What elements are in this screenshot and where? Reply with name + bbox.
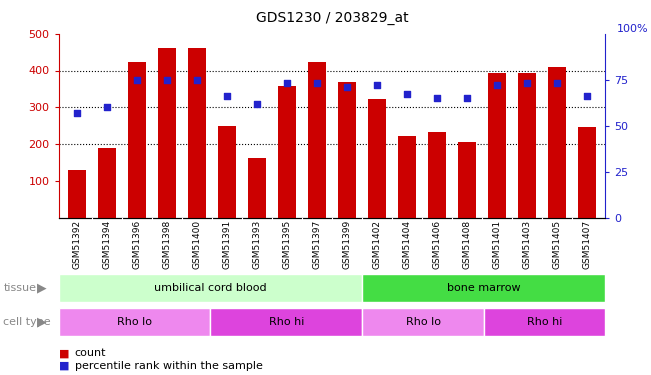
Point: [552, 80, 562, 86]
Bar: [338, 81, 356, 218]
Text: GSM51408: GSM51408: [463, 220, 472, 269]
Point: [402, 92, 412, 98]
Text: bone marrow: bone marrow: [447, 283, 521, 293]
Text: GSM51393: GSM51393: [253, 220, 262, 269]
Bar: [368, 99, 386, 218]
Text: GSM51402: GSM51402: [372, 220, 381, 269]
Point: [252, 100, 262, 106]
Point: [342, 84, 352, 90]
Text: GSM51397: GSM51397: [312, 220, 322, 269]
Point: [582, 93, 592, 99]
Text: GDS1230 / 203829_at: GDS1230 / 203829_at: [256, 11, 408, 25]
Text: ■: ■: [59, 361, 69, 370]
Point: [372, 82, 382, 88]
Text: GSM51404: GSM51404: [402, 220, 411, 269]
Text: GSM51398: GSM51398: [162, 220, 171, 269]
Point: [132, 77, 142, 83]
Text: count: count: [75, 348, 106, 358]
Bar: [187, 48, 206, 217]
Bar: [488, 73, 506, 217]
Bar: [578, 127, 596, 218]
Text: Rho lo: Rho lo: [406, 316, 441, 327]
Bar: [158, 48, 176, 217]
Text: Rho hi: Rho hi: [527, 316, 562, 327]
Text: GSM51396: GSM51396: [132, 220, 141, 269]
Bar: [363, 274, 605, 302]
Text: percentile rank within the sample: percentile rank within the sample: [75, 361, 263, 370]
Bar: [278, 86, 296, 218]
Bar: [458, 142, 477, 218]
Point: [312, 80, 322, 86]
Text: GSM51400: GSM51400: [192, 220, 201, 269]
Point: [282, 80, 292, 86]
Text: Rho lo: Rho lo: [117, 316, 152, 327]
Text: cell type: cell type: [3, 316, 51, 327]
Text: Rho hi: Rho hi: [269, 316, 304, 327]
Text: ▶: ▶: [37, 315, 47, 328]
Text: GSM51392: GSM51392: [72, 220, 81, 269]
Text: ■: ■: [59, 348, 69, 358]
Bar: [428, 132, 446, 218]
Bar: [98, 148, 116, 217]
Text: GSM51407: GSM51407: [583, 220, 592, 269]
Point: [161, 77, 172, 83]
Point: [221, 93, 232, 99]
Point: [72, 110, 82, 116]
Bar: [248, 158, 266, 218]
Text: GSM51406: GSM51406: [433, 220, 441, 269]
Bar: [363, 308, 484, 336]
Point: [432, 95, 443, 101]
Text: GSM51394: GSM51394: [102, 220, 111, 269]
Bar: [484, 308, 605, 336]
Text: 100%: 100%: [616, 24, 648, 34]
Text: umbilical cord blood: umbilical cord blood: [154, 283, 267, 293]
Bar: [128, 62, 146, 217]
Text: GSM51395: GSM51395: [283, 220, 292, 269]
Point: [191, 77, 202, 83]
Point: [522, 80, 533, 86]
Bar: [210, 308, 363, 336]
Bar: [308, 62, 326, 217]
Bar: [218, 126, 236, 218]
Text: GSM51401: GSM51401: [493, 220, 502, 269]
Bar: [548, 67, 566, 218]
Text: GSM51399: GSM51399: [342, 220, 352, 269]
Bar: [398, 135, 416, 218]
Text: ▶: ▶: [37, 281, 47, 294]
Text: GSM51403: GSM51403: [523, 220, 532, 269]
Point: [462, 95, 473, 101]
Bar: [59, 274, 363, 302]
Bar: [59, 308, 210, 336]
Point: [102, 104, 112, 110]
Text: GSM51405: GSM51405: [553, 220, 562, 269]
Text: GSM51391: GSM51391: [223, 220, 231, 269]
Bar: [518, 73, 536, 217]
Text: tissue: tissue: [3, 283, 36, 293]
Bar: [68, 170, 86, 217]
Point: [492, 82, 503, 88]
